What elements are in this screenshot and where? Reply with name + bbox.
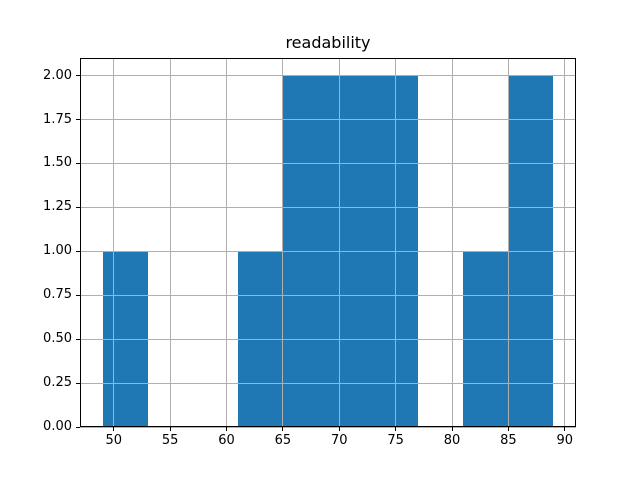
y-tick-label: 0.75 xyxy=(43,287,72,303)
x-tick xyxy=(564,427,566,431)
y-tick-label: 2.00 xyxy=(43,67,72,83)
chart-title: readability xyxy=(285,33,371,52)
x-tick-label: 70 xyxy=(330,433,348,448)
y-gridline xyxy=(80,338,576,340)
x-tick xyxy=(226,427,228,431)
x-tick-label: 60 xyxy=(218,433,235,448)
x-tick-label: 65 xyxy=(274,433,292,448)
x-tick-label: 90 xyxy=(556,433,573,448)
x-tick-label: 85 xyxy=(500,433,517,448)
grid-layer xyxy=(80,58,576,428)
x-tick xyxy=(282,427,284,431)
y-tick-label: 1.75 xyxy=(43,111,72,127)
x-tick xyxy=(338,427,340,431)
x-tick xyxy=(169,427,171,431)
x-gridline xyxy=(451,58,453,427)
y-gridline xyxy=(80,206,576,208)
x-tick-label: 75 xyxy=(387,433,404,448)
x-gridline xyxy=(282,58,284,427)
y-tick-label: 1.50 xyxy=(43,155,72,171)
y-gridline xyxy=(80,75,576,77)
y-gridline xyxy=(80,294,576,296)
x-gridline xyxy=(169,58,171,427)
y-tick-label: 0.50 xyxy=(43,331,72,347)
x-gridline xyxy=(507,58,509,427)
y-tick-label: 1.25 xyxy=(43,199,72,215)
y-gridline xyxy=(80,162,576,164)
x-gridline xyxy=(564,58,566,427)
y-gridline xyxy=(80,382,576,384)
y-gridline xyxy=(80,250,576,252)
x-gridline xyxy=(395,58,397,427)
y-tick-label: 1.00 xyxy=(43,243,72,259)
plot-border xyxy=(80,58,576,427)
x-gridline xyxy=(338,58,340,427)
x-gridline xyxy=(226,58,228,427)
x-tick-label: 80 xyxy=(443,433,461,448)
x-tick-label: 50 xyxy=(105,433,123,448)
plot-area xyxy=(80,58,576,428)
x-gridline xyxy=(113,58,115,427)
x-tick xyxy=(113,427,115,431)
x-tick xyxy=(451,427,453,431)
y-tick-label: 0.00 xyxy=(43,419,72,434)
y-gridline xyxy=(80,426,576,428)
y-gridline xyxy=(80,118,576,120)
x-tick-label: 55 xyxy=(161,433,179,448)
x-tick xyxy=(395,427,397,431)
x-tick xyxy=(507,427,509,431)
y-tick-label: 0.25 xyxy=(43,375,72,391)
